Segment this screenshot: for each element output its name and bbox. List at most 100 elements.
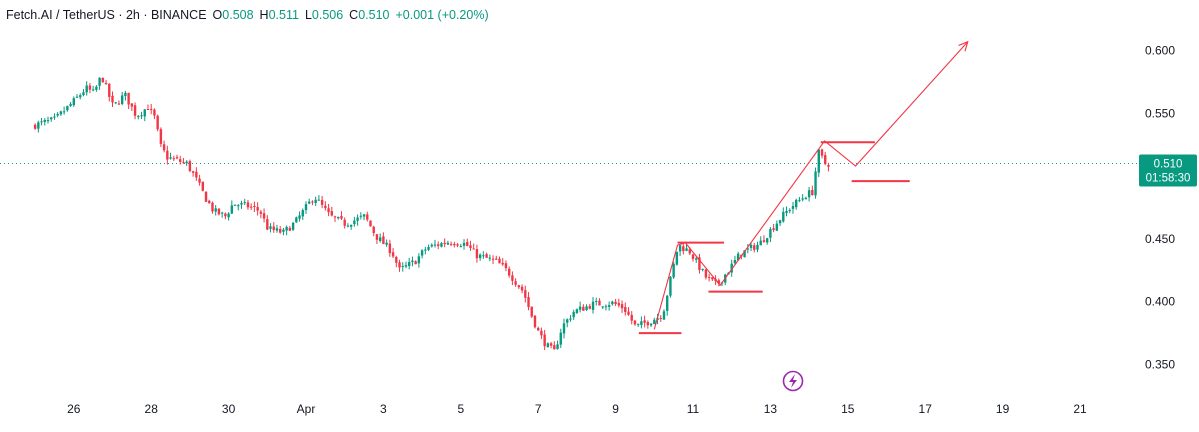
- candle-body: [185, 161, 188, 164]
- candle-body: [143, 109, 146, 117]
- candle-body: [711, 277, 714, 280]
- candle-body: [124, 92, 127, 97]
- candle-body: [66, 105, 69, 111]
- candle-body: [578, 306, 582, 310]
- candle-body: [91, 89, 95, 91]
- candle-body: [427, 247, 430, 250]
- candle-body: [543, 334, 546, 347]
- candle-body: [788, 210, 791, 212]
- candle-body: [524, 290, 527, 298]
- candle-body: [672, 263, 675, 278]
- candle-body: [424, 249, 427, 251]
- candle-body: [659, 317, 662, 319]
- candle-body: [285, 226, 288, 231]
- candle-body: [291, 222, 295, 230]
- candle-body: [320, 199, 324, 205]
- candle-body: [369, 220, 372, 227]
- candle-body: [572, 312, 575, 318]
- candle-body: [540, 330, 543, 336]
- candle-body: [782, 211, 785, 222]
- candle-body: [304, 204, 308, 211]
- candle-body: [108, 83, 111, 97]
- candle-body: [266, 219, 269, 230]
- candle-body: [175, 157, 179, 159]
- candle-body: [582, 306, 585, 311]
- candle-body: [353, 220, 356, 225]
- candle-body: [627, 311, 630, 315]
- candle-body: [301, 210, 304, 217]
- candle-body: [179, 159, 182, 162]
- candle-body: [456, 244, 459, 246]
- candle-body: [507, 268, 511, 276]
- candle-body: [488, 257, 492, 259]
- x-tick-label: 7: [535, 402, 542, 416]
- x-tick-label: Apr: [297, 402, 316, 416]
- candle-body: [504, 263, 508, 269]
- y-tick-label: 0.450: [1145, 232, 1175, 246]
- candle-body: [259, 211, 263, 214]
- x-tick-label: 9: [612, 402, 619, 416]
- candle-body: [437, 244, 440, 246]
- candle-body: [214, 208, 217, 212]
- candle-body: [117, 103, 121, 105]
- candle-body: [43, 119, 46, 122]
- candle-body: [172, 158, 175, 160]
- candle-body: [746, 248, 750, 250]
- candle-body: [120, 95, 124, 104]
- candle-body: [449, 243, 453, 245]
- candle-body: [314, 199, 317, 203]
- candle-body: [408, 262, 411, 267]
- candle-body: [146, 109, 150, 111]
- candle-body: [417, 256, 421, 264]
- candle-body: [198, 178, 201, 183]
- x-tick-label: 15: [841, 402, 855, 416]
- candle-body: [511, 275, 514, 281]
- candle-body: [669, 276, 672, 296]
- candle-body: [495, 258, 498, 260]
- candle-body: [749, 244, 753, 248]
- last-price-tag-bg: [1139, 154, 1197, 187]
- candle-body: [72, 98, 75, 106]
- candle-body: [249, 206, 253, 208]
- chart-header: Fetch.AI / TetherUS · 2h · BINANCE O 0.50…: [6, 4, 489, 26]
- candle-body: [607, 305, 611, 307]
- candle-body: [201, 181, 204, 191]
- candle-body: [653, 319, 656, 325]
- candle-body: [182, 161, 185, 163]
- candle-body: [575, 309, 579, 314]
- x-tick-label: 11: [687, 402, 700, 416]
- candle-body: [820, 149, 824, 156]
- candle-body: [127, 92, 130, 105]
- candle-body: [82, 92, 85, 96]
- candle-body: [733, 259, 737, 264]
- open-label: O: [212, 8, 223, 22]
- candle-body: [604, 306, 608, 308]
- candle-body: [395, 256, 398, 263]
- lightning-icon[interactable]: [782, 370, 804, 392]
- candle-body: [691, 254, 695, 259]
- candle-body: [356, 217, 359, 221]
- candle-body: [811, 189, 814, 196]
- candle-body: [101, 78, 105, 83]
- close-value: 0.510: [358, 8, 390, 22]
- candle-body: [420, 250, 424, 256]
- candle-body: [133, 105, 137, 116]
- candle-body: [527, 296, 530, 308]
- candle-body: [701, 269, 704, 271]
- candles: [33, 77, 830, 351]
- candle-body: [298, 215, 301, 219]
- candle-body: [478, 254, 482, 259]
- candle-body: [33, 124, 37, 129]
- change-value: +0.001 (+0.20%): [395, 8, 489, 22]
- candle-body: [736, 253, 740, 261]
- candle-body: [514, 281, 517, 285]
- candle-body: [775, 223, 779, 231]
- candle-body: [317, 199, 321, 201]
- x-tick-label: 21: [1073, 402, 1087, 416]
- candle-body: [372, 226, 375, 234]
- candle-body: [414, 261, 417, 265]
- symbol-title: Fetch.AI / TetherUS · 2h · BINANCE: [6, 8, 207, 22]
- candle-body: [327, 208, 330, 213]
- candle-body: [601, 306, 604, 308]
